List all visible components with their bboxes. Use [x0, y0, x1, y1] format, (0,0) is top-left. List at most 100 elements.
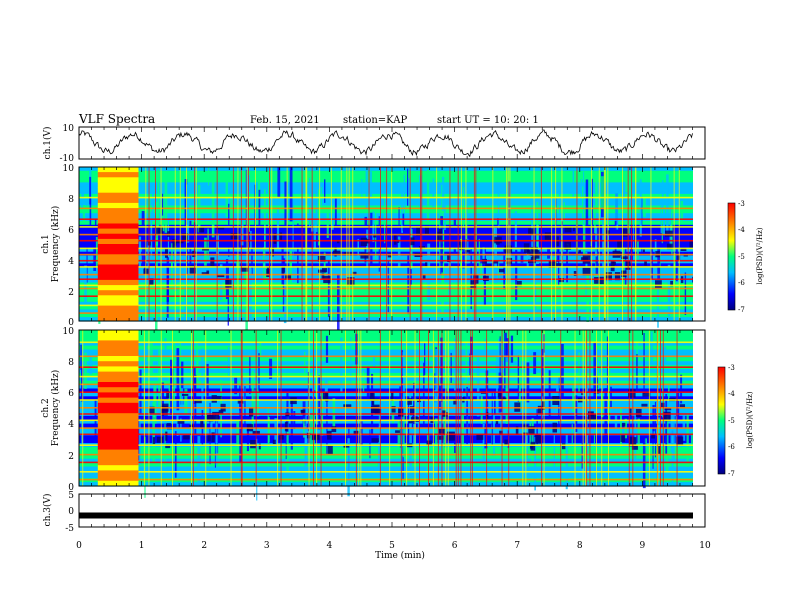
- spectrogram-low-patch: [447, 431, 455, 441]
- spectrogram-band: [79, 226, 693, 228]
- ch2-spec-ylabel: Frequency (kHz): [50, 370, 61, 447]
- ch1-ytick-bottom: -10: [60, 154, 75, 164]
- spectrogram-burst: [97, 197, 139, 204]
- spectrogram-speckle: [268, 416, 270, 443]
- spectrogram-low-patch: [612, 261, 616, 266]
- spectrogram-speckle: [453, 218, 456, 253]
- spectrogram-speckle: [230, 199, 233, 221]
- spectrogram-row: [79, 345, 693, 351]
- spectrogram-burst: [97, 376, 139, 383]
- spectrogram-low-patch: [372, 400, 375, 406]
- spectrogram-burst: [97, 475, 139, 482]
- spectrogram-low-patch: [207, 435, 211, 442]
- spectrogram-burst: [97, 428, 139, 435]
- spectrogram-row: [79, 174, 693, 180]
- spectrogram-low-patch: [360, 237, 368, 246]
- spectrogram-burst: [97, 335, 139, 341]
- spectrogram-speckle: [320, 187, 322, 206]
- spectrogram-speckle: [510, 335, 514, 363]
- spectrogram-low-patch: [542, 401, 545, 410]
- spectrogram-low-patch: [273, 233, 276, 243]
- spectrogram-speckle: [309, 414, 313, 449]
- spectrogram-speckle: [375, 205, 377, 260]
- spectrogram-low-patch: [573, 271, 577, 276]
- cb2-tick-3: -3: [728, 364, 735, 372]
- cb2-tick-5: -5: [728, 417, 735, 425]
- spectrogram-sferic: [608, 330, 609, 486]
- spectrogram-row: [79, 330, 693, 335]
- spectrogram-row: [79, 392, 693, 397]
- spectrogram-speckle: [170, 359, 173, 415]
- spectrogram-speckle: [657, 235, 661, 280]
- cb2-tick-4: -4: [728, 390, 735, 398]
- spectrogram-speckle: [249, 356, 251, 394]
- spectrogram-speckle: [671, 219, 673, 256]
- spectrogram-speckle: [484, 338, 486, 357]
- spectrogram-low-patch: [578, 250, 581, 253]
- spectrogram-low-patch: [562, 443, 566, 450]
- spectrogram-low-patch: [281, 266, 285, 274]
- spectrogram-low-patch: [398, 407, 404, 417]
- spectrogram-speckle: [654, 401, 656, 458]
- spectrogram-speckle: [81, 407, 84, 451]
- spectrogram-speckle: [652, 405, 655, 432]
- spectrogram-row: [79, 263, 693, 268]
- spectrogram-sferic: [492, 167, 494, 321]
- spectrogram-row: [79, 274, 693, 280]
- spectrogram-band: [79, 304, 693, 307]
- spectrogram-row: [79, 454, 693, 460]
- ch3-ytick-minus5: -5: [65, 524, 74, 534]
- spectrogram-burst: [97, 444, 139, 451]
- spectrogram-speckle: [138, 236, 142, 270]
- spectrogram-row: [79, 297, 693, 303]
- spectrogram-low-patch: [582, 267, 591, 276]
- spectrogram-row: [79, 178, 693, 184]
- spectrogram-speckle: [423, 362, 425, 424]
- spectrogram-speckle: [581, 436, 584, 469]
- spectrogram-speckle: [675, 234, 678, 282]
- spectrogram-row: [79, 305, 693, 311]
- spectrogram-speckle: [89, 197, 92, 246]
- spectrogram-sferic: [525, 330, 527, 486]
- ch2-ytick-10: 10: [63, 327, 75, 337]
- spectrogram-speckle: [525, 428, 528, 466]
- spectrogram-low-patch: [391, 406, 396, 413]
- spectrogram-burst: [97, 434, 139, 440]
- spectrogram-sferic: [286, 167, 288, 321]
- spectrogram-speckle: [413, 382, 415, 429]
- spectrogram-speckle: [162, 193, 164, 216]
- spectrogram-low-patch: [321, 273, 325, 279]
- spectrogram-row: [79, 267, 693, 272]
- ch1-spectrogram: [79, 167, 705, 335]
- spectrogram-speckle: [326, 209, 329, 238]
- spectrogram-sferic: [241, 330, 243, 486]
- spectrogram-row: [79, 247, 693, 253]
- spectrogram-band: [79, 295, 693, 297]
- x-tick-label: 2: [201, 541, 207, 551]
- spectrogram-speckle: [313, 350, 317, 391]
- spectrogram-low-patch: [216, 227, 225, 230]
- spectrogram-speckle: [517, 355, 520, 402]
- spectrogram-low-patch: [175, 240, 184, 244]
- spectrogram-row: [79, 361, 693, 366]
- spectrogram-speckle: [427, 243, 431, 301]
- spectrogram-speckle: [147, 241, 150, 278]
- spectrogram-speckle: [89, 356, 93, 375]
- spectrogram-sferic: [155, 167, 156, 321]
- spectrogram-low-patch: [172, 238, 177, 248]
- spectrogram-row: [79, 427, 693, 432]
- spectrogram-speckle: [633, 191, 635, 250]
- spectrogram-low-patch: [210, 257, 215, 267]
- spectrogram-sferic: [471, 330, 473, 486]
- spectrogram-row: [79, 201, 693, 207]
- spectrogram-band: [79, 375, 693, 378]
- spectrogram-sferic: [205, 330, 207, 486]
- spectrogram-speckle: [441, 272, 444, 317]
- spectrogram-speckle: [407, 253, 410, 315]
- spectrogram-burst: [97, 408, 139, 414]
- spectrogram-sferic: [330, 167, 332, 321]
- spectrogram-speckle: [676, 392, 680, 417]
- spectrogram-sferic: [561, 167, 563, 321]
- spectrogram-sferic: [635, 167, 637, 321]
- spectrogram-speckle: [210, 418, 213, 436]
